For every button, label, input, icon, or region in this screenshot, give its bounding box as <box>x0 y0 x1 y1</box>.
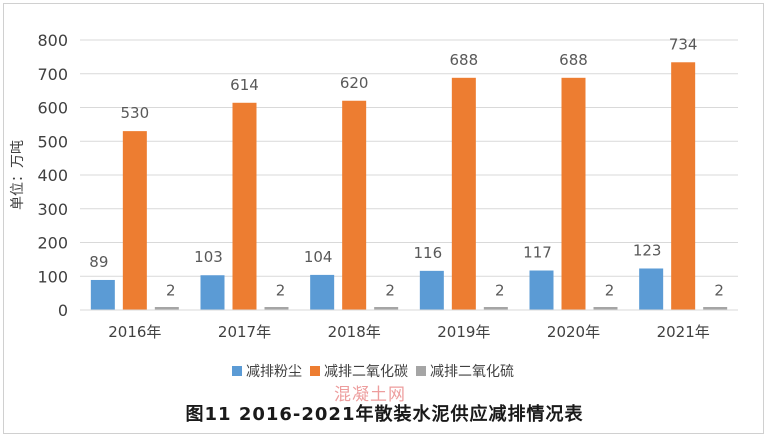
data-label: 2 <box>276 281 286 299</box>
y-tick-label: 300 <box>37 200 68 219</box>
data-label: 104 <box>304 248 333 266</box>
y-axis-ticks: 0 100 200 300 400 500 600 700 800 <box>37 31 68 320</box>
bar <box>154 307 179 310</box>
bar <box>342 100 367 310</box>
bar <box>529 270 554 310</box>
x-tick-label: 2020年 <box>547 323 600 341</box>
x-axis-ticks: 2016年 2017年 2018年 2019年 2020年 2021年 <box>108 323 710 341</box>
data-label: 117 <box>523 244 552 262</box>
bar <box>671 62 696 311</box>
figure-caption: 图11 2016-2021年散装水泥供应减排情况表 <box>185 404 584 425</box>
x-tick-label: 2017年 <box>218 323 271 341</box>
bar <box>593 307 618 310</box>
data-label: 2 <box>495 281 505 299</box>
legend-swatch <box>310 366 320 376</box>
bar <box>374 307 399 310</box>
bar <box>561 77 586 310</box>
data-label: 688 <box>450 51 479 69</box>
data-label: 614 <box>230 76 259 94</box>
x-tick-label: 2016年 <box>108 323 161 341</box>
legend-swatch <box>232 366 242 376</box>
legend-swatch <box>416 366 426 376</box>
data-label: 2 <box>714 281 724 299</box>
y-tick-label: 600 <box>37 99 68 118</box>
legend: 减排粉尘 减排二氧化碳 减排二氧化硫 <box>232 364 514 380</box>
bar <box>264 307 289 310</box>
legend-label: 减排二氧化碳 <box>324 364 408 380</box>
data-label: 734 <box>669 35 698 53</box>
data-label: 89 <box>89 253 108 271</box>
data-label: 620 <box>340 74 369 92</box>
bar <box>483 307 508 310</box>
y-tick-label: 400 <box>37 166 68 185</box>
data-label: 2 <box>166 281 176 299</box>
bar <box>90 279 115 310</box>
legend-label: 减排二氧化硫 <box>430 364 514 380</box>
data-label: 688 <box>559 51 588 69</box>
data-label: 123 <box>633 241 662 259</box>
x-tick-label: 2021年 <box>657 323 710 341</box>
watermark-text: 混凝土网 <box>334 385 406 405</box>
bar <box>232 102 257 311</box>
y-tick-label: 200 <box>37 234 68 253</box>
grid-lines <box>80 39 738 277</box>
data-labels: 89 530 2 103 614 2 104 620 2 116 688 2 117 688 2 123 734… <box>89 35 724 299</box>
legend-label: 减排粉尘 <box>246 364 302 380</box>
y-axis-label: 单位：万吨 <box>10 140 26 210</box>
data-label: 530 <box>121 104 150 122</box>
data-label: 103 <box>194 248 223 266</box>
bar <box>200 275 225 310</box>
y-tick-label: 0 <box>58 301 68 320</box>
bar <box>703 307 728 310</box>
bar <box>310 274 335 310</box>
y-tick-label: 100 <box>37 267 68 286</box>
data-label: 2 <box>385 281 395 299</box>
data-label: 2 <box>605 281 615 299</box>
y-tick-label: 800 <box>37 31 68 50</box>
bar <box>451 77 476 310</box>
data-label: 116 <box>414 244 443 262</box>
bar <box>122 131 147 310</box>
y-tick-label: 700 <box>37 65 68 84</box>
bars <box>90 62 728 311</box>
y-tick-label: 500 <box>37 132 68 151</box>
bar <box>639 268 664 310</box>
bar <box>419 270 444 310</box>
x-tick-label: 2019年 <box>437 323 490 341</box>
x-tick-label: 2018年 <box>328 323 381 341</box>
